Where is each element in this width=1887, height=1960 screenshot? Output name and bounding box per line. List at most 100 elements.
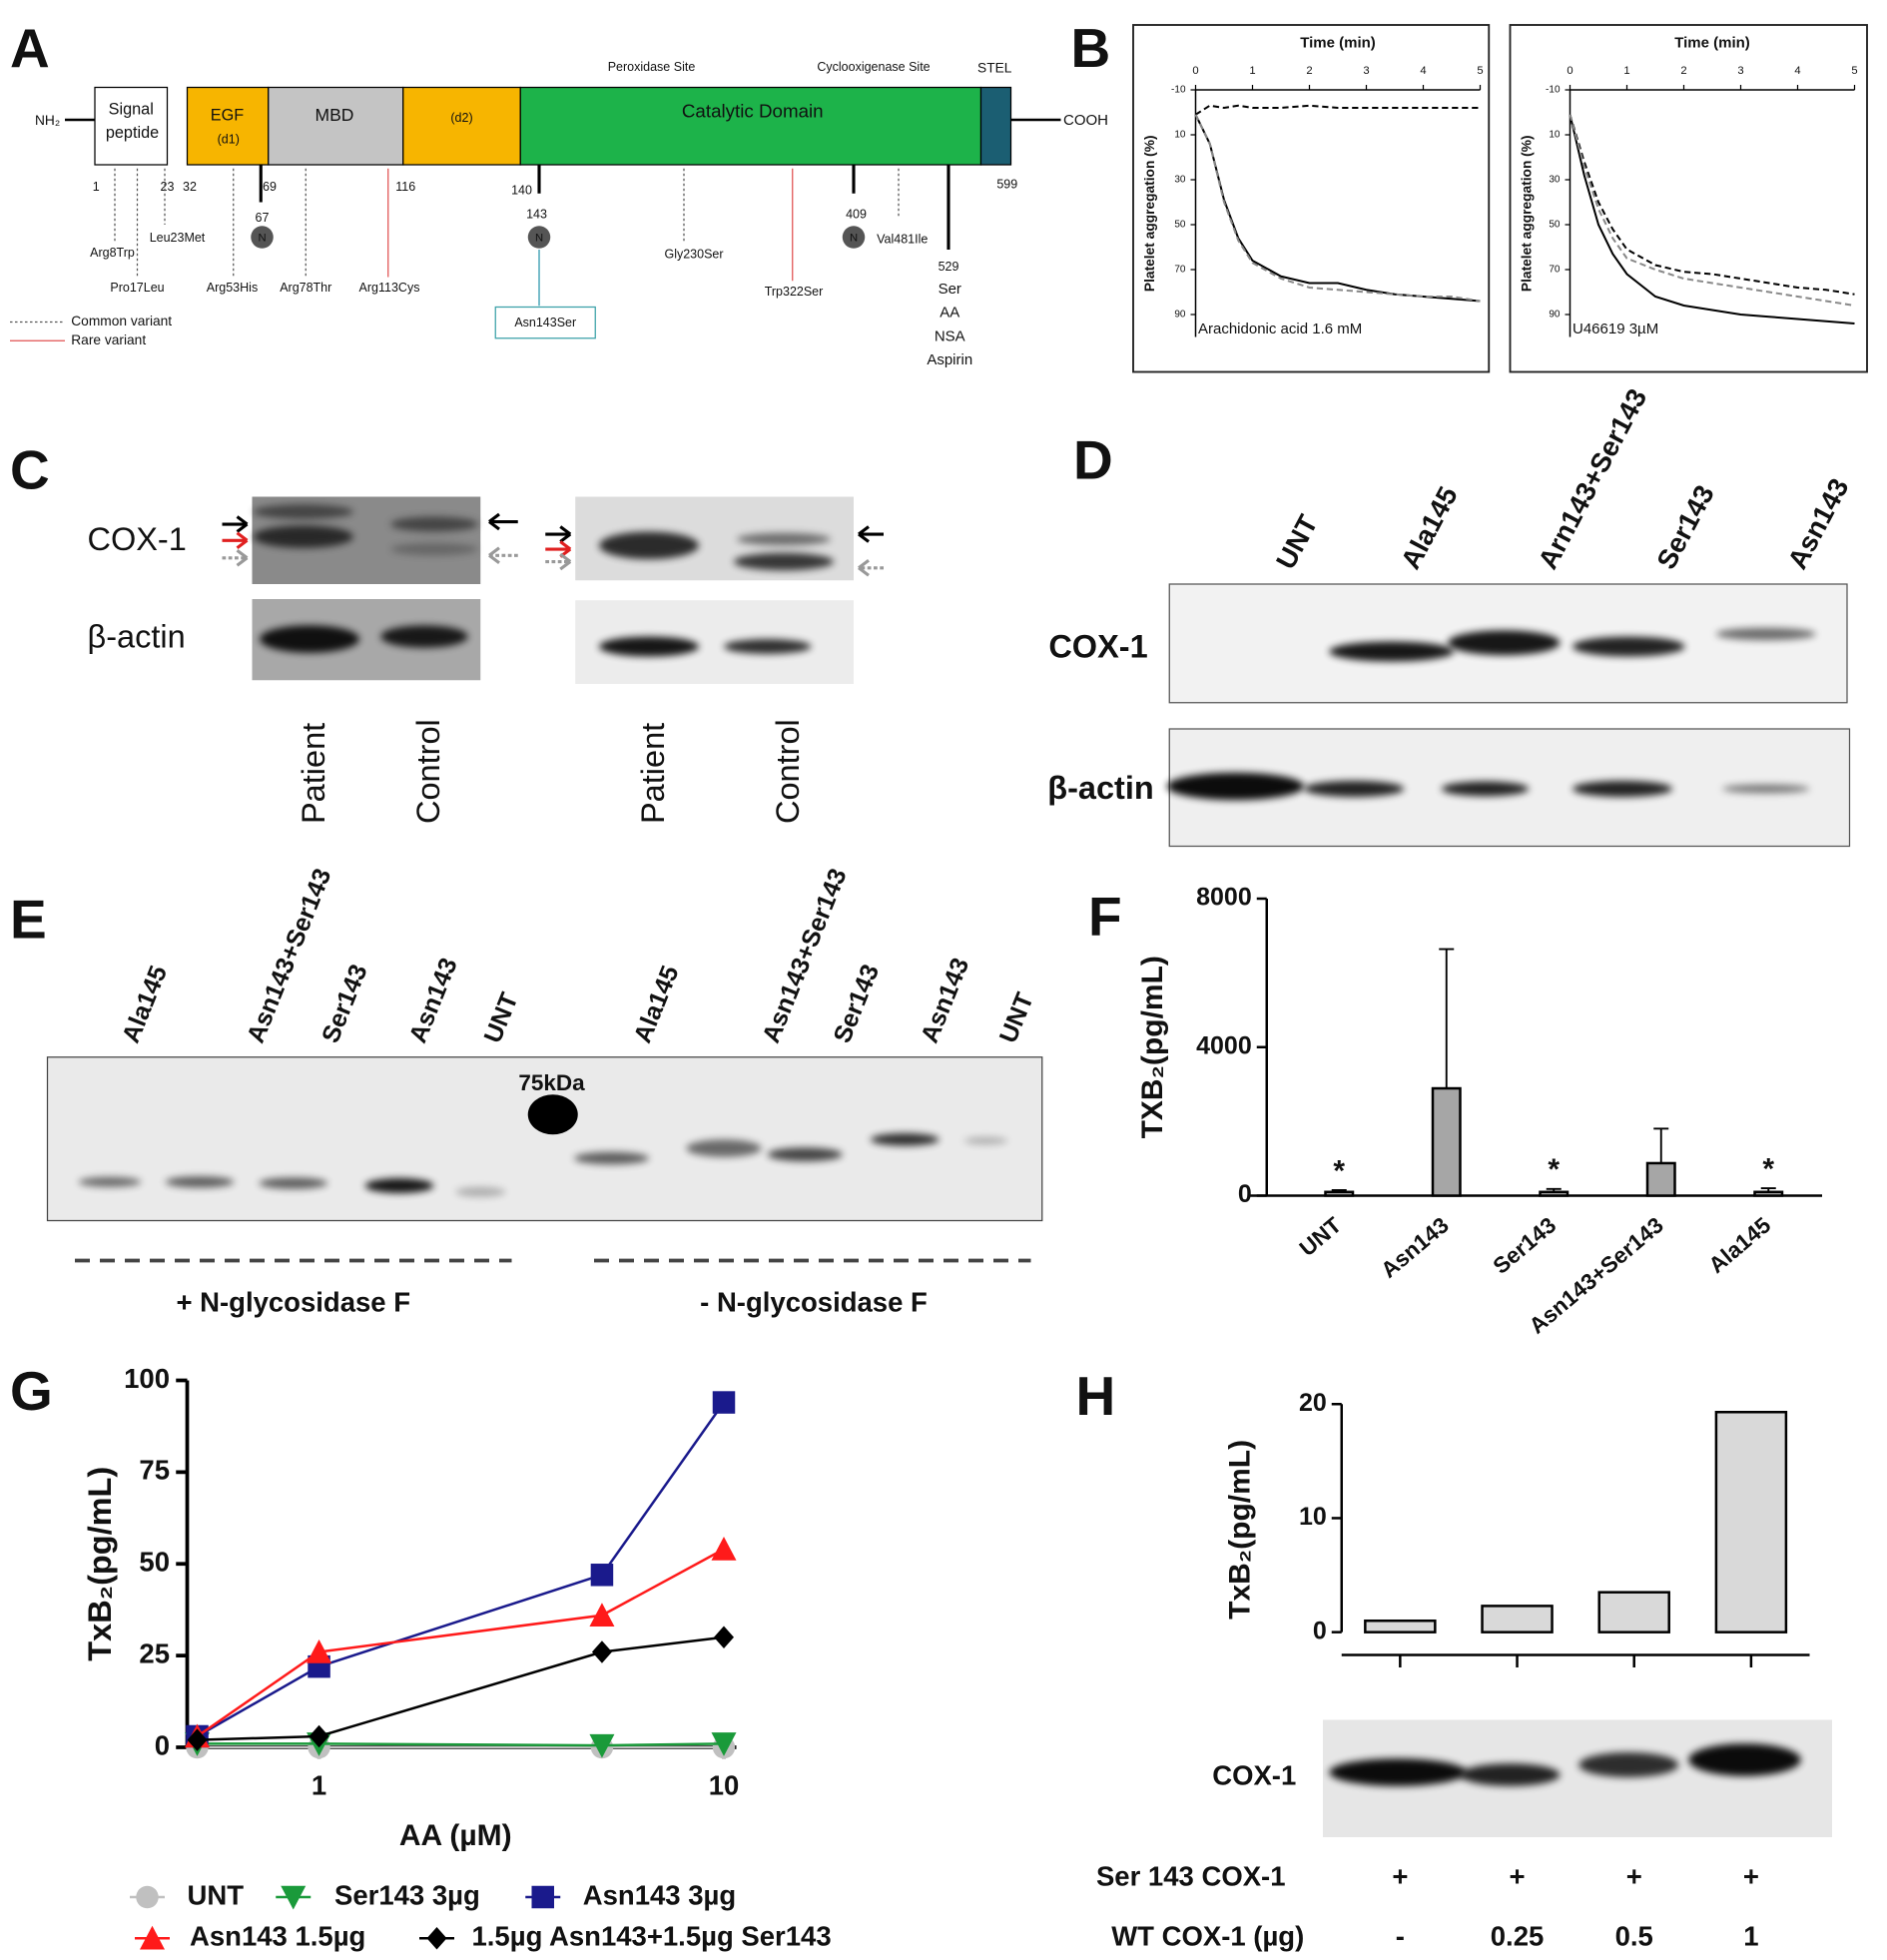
- blot-band: [165, 1176, 235, 1188]
- legend-label: Ser143 3µg: [334, 1879, 480, 1910]
- x-tick-label: 4: [1420, 65, 1426, 77]
- y-axis-label: Platelet aggregation (%): [1520, 135, 1535, 292]
- bar: [1431, 1086, 1462, 1197]
- blot-band: [870, 1133, 940, 1146]
- site-label: Cyclooxigenase Site: [817, 60, 930, 74]
- significance: *: [1548, 1153, 1560, 1186]
- blot-band: [253, 525, 353, 548]
- lane-label: Ala145: [117, 962, 173, 1046]
- table-cell: +: [1626, 1861, 1642, 1892]
- lane-label: Asn143: [916, 955, 974, 1047]
- blot-band: [1572, 780, 1672, 798]
- variant-box: [494, 306, 596, 339]
- series-line: [1194, 114, 1481, 303]
- row-label: COX-1: [1212, 1759, 1296, 1790]
- domain: [979, 86, 1012, 166]
- inhibitor-label: AA: [940, 305, 959, 322]
- lane-label: Patient: [635, 723, 671, 824]
- legend-marker: [136, 1885, 159, 1909]
- table-cell: 0.25: [1491, 1921, 1545, 1952]
- x-tick-label: 0: [1567, 65, 1572, 77]
- x-tick-label: 2: [1306, 65, 1312, 77]
- legend-marker: [281, 1885, 307, 1910]
- lane-label: Patient: [296, 723, 331, 824]
- variant-label: Asn143Ser: [514, 316, 576, 329]
- y-tick-label: -10: [1546, 85, 1561, 96]
- lane-label: Ser143: [1650, 480, 1720, 574]
- table-cell: 0.5: [1615, 1921, 1653, 1952]
- bar: [1714, 1410, 1788, 1633]
- domain: [519, 86, 982, 166]
- position-label: 599: [996, 177, 1017, 191]
- arrow-head: [559, 525, 572, 543]
- x-tick-label: 1: [1249, 65, 1255, 77]
- position-label: 67: [256, 211, 270, 225]
- blot-band: [1572, 636, 1685, 657]
- blot-band: [253, 504, 353, 519]
- panel-letter: G: [10, 1360, 53, 1422]
- series-line: [1569, 114, 1855, 325]
- arrow-head: [858, 558, 870, 577]
- x-tick-label: 10: [709, 1769, 740, 1800]
- y-tick-label: 20: [1299, 1389, 1327, 1417]
- variant-label: Arg113Cys: [359, 281, 420, 295]
- panel-letter: H: [1076, 1365, 1116, 1427]
- inhibitor-label: Ser: [939, 281, 961, 298]
- lane-label: UNT: [994, 988, 1039, 1046]
- lane-label: Ser143: [316, 961, 373, 1047]
- bar: [1645, 1161, 1676, 1197]
- domain-label: peptide: [106, 124, 159, 142]
- row-label: WT COX-1 (µg): [1111, 1921, 1304, 1952]
- legend-marker: [531, 1885, 554, 1909]
- lane-label: UNT: [1270, 509, 1324, 574]
- x-tick-label: 2: [1680, 65, 1686, 77]
- blot-band: [1715, 627, 1816, 641]
- domain-label: Catalytic Domain: [682, 100, 824, 121]
- legend-marker: [426, 1927, 447, 1950]
- y-tick-label: 70: [1549, 265, 1561, 276]
- y-tick-label: 30: [1549, 175, 1561, 186]
- inhibitor-label: Aspirin: [927, 351, 972, 368]
- marker: [590, 1564, 614, 1587]
- position-label: 116: [395, 180, 415, 194]
- domain-label: STEL: [977, 60, 1012, 75]
- blot-band: [1441, 781, 1530, 797]
- blot-band: [574, 1151, 649, 1165]
- label: COOH: [1063, 112, 1108, 129]
- series-line: [1569, 114, 1855, 296]
- position-label: 409: [846, 207, 867, 221]
- x-axis-label: Time (min): [1300, 35, 1376, 52]
- y-tick-label: 90: [1174, 310, 1186, 321]
- row-label: COX-1: [1048, 629, 1147, 665]
- significance: *: [1333, 1154, 1345, 1187]
- y-tick-label: -10: [1171, 85, 1186, 96]
- panel-letter: F: [1088, 886, 1122, 948]
- blot-band: [1304, 780, 1405, 798]
- panel-letter: A: [10, 17, 50, 79]
- x-tick-label: Ser143: [1489, 1212, 1562, 1279]
- y-axis-label: TxB₂(pg/mL): [1224, 1440, 1257, 1620]
- domain-label: Signal: [109, 100, 154, 118]
- legend-label: Rare variant: [71, 332, 146, 347]
- lane-label: Asn143: [403, 955, 462, 1047]
- blot-band: [724, 639, 812, 654]
- domain: [186, 86, 270, 166]
- arrow-head: [236, 515, 249, 533]
- legend-marker: [140, 1925, 166, 1950]
- panel-letter: B: [1071, 17, 1111, 79]
- frame: [1509, 24, 1868, 373]
- blot-band: [599, 531, 699, 559]
- marker: [589, 1733, 615, 1758]
- bar: [1539, 1190, 1570, 1197]
- variant-label: Arg53His: [207, 281, 258, 295]
- site-label: Peroxidase Site: [608, 60, 696, 74]
- position-label: 140: [511, 184, 532, 198]
- position-label: 32: [183, 180, 197, 194]
- lane-label: UNT: [478, 988, 523, 1046]
- frame: [1132, 24, 1491, 373]
- label: NH₂: [35, 113, 60, 128]
- y-tick-label: 50: [1174, 220, 1186, 231]
- position-label: 1: [93, 180, 100, 194]
